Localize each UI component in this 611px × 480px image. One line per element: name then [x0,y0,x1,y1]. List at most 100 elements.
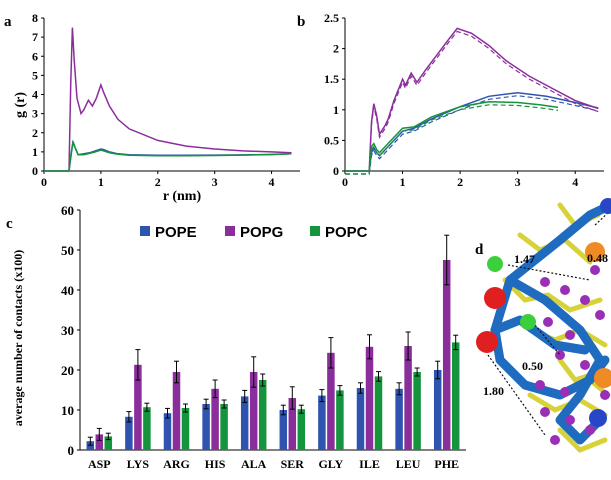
legend-label: POPE [155,224,197,241]
panel-a-y-tick-label: 4 [32,88,38,102]
panel-a-y-tick-label: 1 [32,145,38,159]
panel-c-letter: c [6,216,13,232]
panel-c-bar [211,388,219,450]
panel-a-x-tick-label: 0 [41,175,47,189]
panel-c-bar [404,346,412,450]
panel-b-series-dashed [345,95,599,175]
panel-c-bar [413,372,421,450]
green-atom [520,314,536,330]
panel-c-bar [125,416,133,450]
panel-c-category-label: PHE [434,457,459,471]
panel-a-series-line [44,141,292,172]
panel-c-category-label: SER [281,457,305,471]
panel-c-bar [318,395,326,450]
red-atom [484,287,506,309]
panel-a-y-tick-label: 5 [32,68,38,82]
orange-atom [585,242,605,262]
panel-c-category-label: HIS [205,457,226,471]
panel-c-category-label: ARG [163,457,190,471]
legend-swatch [225,226,235,236]
panel-c-bar [451,342,460,450]
legend-label: POPC [325,224,368,241]
panel-c-category-label: LEU [396,457,421,471]
panel-b-y-tick-label: 2 [333,42,339,56]
panel-c-y-tick-label: 30 [61,323,74,338]
green-atom [487,256,503,272]
panel-c-y-tick-label: 10 [61,403,74,418]
panel-c-bar [258,380,267,450]
legend-label: POPG [240,224,283,241]
legend-swatch [140,226,150,236]
panel-b-series-dashed [345,104,559,175]
panel-c-y-tick-label: 60 [61,203,74,218]
blue-atom [589,409,607,427]
panel-a-y-tick-label: 0 [32,164,38,178]
panel-c-bar [297,409,306,450]
distance-label: 0.50 [522,359,543,373]
panel-b-x-tick-label: 2 [457,175,463,189]
panel-a-y-tick-label: 3 [32,107,38,121]
panel-c-bar [163,413,172,450]
panel-c-bar [172,372,181,450]
panel-b-series-dashed [345,30,599,175]
panel-c-bar [336,390,344,450]
panel-a-y-tick-label: 6 [32,49,38,63]
panel-a-x-tick-label: 3 [212,175,218,189]
panel-c-bar [356,388,365,450]
panel-a-xlabel: r (nm) [163,189,202,204]
panel-c-bar [104,436,113,450]
panel-a-y-tick-label: 8 [32,11,38,25]
panel-a-ylabel: g (r) [13,92,28,118]
panel-a-y-tick-label: 7 [32,30,38,44]
distance-label: 0.48 [587,251,608,265]
panel-c-bar-chart: average number of contacts (x100) 0 10 20 3… [11,203,466,471]
orange-atom [594,368,611,388]
panel-c-y-tick-label: 0 [68,443,75,458]
panel-c-bar [95,434,104,450]
panel-c-bar [181,408,190,450]
panel-a-x-tick-label: 2 [155,175,161,189]
panel-c-category-label: ALA [241,457,267,471]
panel-c-ylabel: average number of contacts (x100) [11,250,25,426]
panel-c-category-label: LYS [127,457,150,471]
panel-b-x-tick-label: 4 [572,175,578,189]
panel-a-x-tick-label: 1 [98,175,104,189]
panel-c-bar [134,364,142,450]
panel-c-bar [249,372,258,450]
panel-c-bar [288,398,297,450]
panel-b-line-chart: 0 1 2 3 4 0 0.5 1 1.5 2 2.5 [324,11,604,189]
panel-b-y-tick-label: 2.5 [324,11,339,25]
panel-c-category-label: ASP [88,457,111,471]
panel-c-bar [240,396,249,450]
panel-a-line-chart: g (r) r (nm) 0 1 2 3 4 0 1 2 3 4 5 6 7 8 [13,11,300,204]
panel-a-y-tick-label: 2 [32,126,38,140]
panel-a-x-tick-label: 4 [269,175,275,189]
panel-b-letter: b [297,14,305,30]
panel-b-y-tick-label: 0.5 [324,133,339,147]
backbone-ribbon [490,200,611,445]
distance-label: 1.47 [514,252,535,266]
panel-d-letter: d [475,242,484,258]
panel-b-x-tick-label: 0 [342,175,348,189]
panel-c-y-tick-label: 50 [61,243,74,258]
panel-b-y-tick-label: 0 [333,164,339,178]
blue-atom [600,198,611,214]
panel-c-y-tick-label: 40 [61,283,74,298]
panel-b-series-line [345,27,599,172]
legend-swatch [310,226,320,236]
red-atom [476,331,498,353]
panel-a-series-line [44,139,292,172]
panel-c-bar [433,370,442,450]
panel-a-series-line [44,27,292,172]
panel-c-bar [365,346,374,450]
panel-c-category-label: ILE [359,457,380,471]
distance-lines [487,209,611,436]
panel-c-bar [395,388,403,450]
panel-b-y-tick-label: 1.5 [324,72,339,86]
panel-c-bar [143,407,151,450]
panel-c-y-tick-label: 20 [61,363,74,378]
panel-c-bar [279,410,288,450]
panel-b-x-tick-label: 3 [515,175,521,189]
distance-label: 1.80 [483,384,504,398]
